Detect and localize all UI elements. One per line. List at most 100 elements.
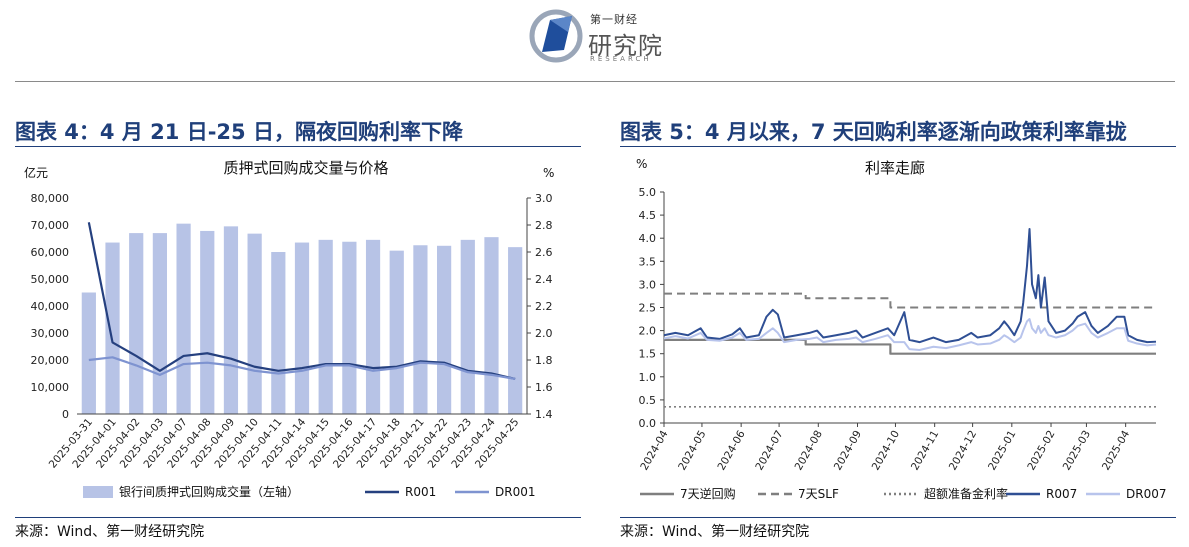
- y-tick-label: 2.0: [639, 325, 657, 338]
- panel-left-title: 图表 4：4 月 21 日-25 日，隔夜回购利率下降: [15, 120, 463, 144]
- y-tick-label: 5.0: [639, 186, 657, 199]
- chart-left-lines: [87, 222, 516, 380]
- y-left-tick-label: 70,000: [31, 219, 70, 232]
- series-line-reverse-repo-7d: [664, 338, 1156, 355]
- volume-bar: [223, 226, 239, 414]
- research-logo-icon: [529, 9, 583, 63]
- volume-bar: [105, 242, 120, 414]
- legend-label-dr007: DR007: [1126, 487, 1166, 501]
- x-tick-label: 2024-10: [870, 429, 902, 473]
- volume-bar: [294, 242, 310, 414]
- volume-bar: [508, 247, 523, 414]
- volume-bar: [247, 233, 262, 414]
- y-left-tick-label: 60,000: [31, 246, 70, 259]
- y-right-tick-label: 2.6: [535, 246, 553, 259]
- volume-bar: [342, 241, 357, 414]
- panel-right-source: 来源：Wind、第一财经研究院: [620, 524, 810, 540]
- legend-label-dr001: DR001: [495, 485, 535, 499]
- logo-text-en: RESEARCH: [590, 55, 652, 63]
- volume-bar: [365, 239, 381, 414]
- legend-label-r007: R007: [1046, 487, 1077, 501]
- series-line-dr007: [663, 318, 1157, 352]
- y-left-tick-label: 80,000: [31, 192, 70, 205]
- y-right-tick-label: 1.8: [535, 354, 553, 367]
- y-left-tick-label: 20,000: [31, 354, 70, 367]
- panel-left-source: 来源：Wind、第一财经研究院: [15, 524, 205, 540]
- volume-bar: [176, 223, 191, 414]
- series-line-slf-7d: [664, 292, 1156, 309]
- legend-label-reverse-repo-7d: 7天逆回购: [680, 486, 736, 501]
- chart-left-title: 质押式回购成交量与价格: [223, 159, 388, 177]
- y-tick-label: 3.5: [639, 255, 657, 268]
- x-tick-label: 2024-07: [753, 429, 785, 473]
- y-right-tick-label: 2.4: [535, 273, 553, 286]
- chart-right-y-unit: %: [636, 157, 647, 171]
- volume-bar: [460, 239, 475, 414]
- chart-right-legend: 7天逆回购 7天SLF 超额准备金利率 R007 DR007: [640, 486, 1166, 501]
- series-line-dr001: [88, 356, 516, 380]
- y-tick-label: 2.5: [639, 302, 657, 315]
- y-tick-label: 0.5: [639, 394, 657, 407]
- x-tick-label: 2024-11: [909, 429, 941, 473]
- logo-text-big: 研究院: [588, 32, 663, 60]
- x-tick-label: 2025-01: [986, 429, 1018, 473]
- chart-left-legend: 银行间质押式回购成交量（左轴） R001 DR001: [83, 484, 535, 499]
- x-tick-label: 2024-12: [947, 429, 979, 473]
- y-tick-label: 4.0: [639, 232, 657, 245]
- volume-bar: [484, 237, 499, 414]
- y-right-tick-label: 2.0: [535, 327, 553, 340]
- volume-bar: [413, 245, 428, 414]
- y-tick-label: 1.5: [639, 348, 657, 361]
- x-tick-label: 2024-05: [676, 429, 708, 473]
- volume-bar: [318, 239, 333, 414]
- y-left-tick-label: 30,000: [31, 327, 70, 340]
- volume-bar: [81, 292, 96, 414]
- legend-label-r001: R001: [405, 485, 436, 499]
- y-right-tick-label: 2.8: [535, 219, 553, 232]
- y-right-tick-label: 3.0: [535, 192, 553, 205]
- volume-bar: [200, 230, 215, 414]
- volume-bar: [152, 233, 167, 414]
- chart-left-axes: 0 10,000 20,000 30,000 40,000 50,000 60,000 70,…: [31, 192, 553, 471]
- x-tick-label: 2025-04: [1100, 428, 1132, 472]
- volume-bar: [389, 250, 404, 414]
- y-tick-label: 4.5: [639, 209, 657, 222]
- panel-right-title-rule: [620, 146, 1176, 147]
- x-tick-label: 2024-09: [832, 429, 864, 473]
- y-right-tick-label: 2.2: [535, 300, 553, 313]
- y-tick-label: 1.0: [639, 371, 657, 384]
- y-tick-label: 3.0: [639, 278, 657, 291]
- header-divider: [15, 81, 1175, 82]
- volume-bar: [271, 252, 286, 414]
- legend-label-slf-7d: 7天SLF: [798, 487, 839, 501]
- volume-bar: [129, 233, 144, 414]
- y-right-tick-label: 1.6: [535, 381, 553, 394]
- y-left-tick-label: 50,000: [31, 273, 70, 286]
- y-tick-label: 0.0: [639, 417, 657, 430]
- series-line-r001: [87, 222, 516, 380]
- y-left-tick-label: 0: [62, 408, 69, 421]
- rate-corridor-chart: 利率走廊 % 0.0 0.5 1.0 1.5 2.0 2.5 3.0 3.5 4.0 4.5 5.0…: [636, 157, 1166, 501]
- chart-left-bars: [81, 223, 523, 414]
- volume-bar: [437, 245, 452, 414]
- y-right-tick-label: 1.4: [535, 408, 553, 421]
- y-left-tick-label: 40,000: [31, 300, 70, 313]
- chart-left-y-right-unit: %: [543, 166, 554, 180]
- panel-right-source-rule: [620, 517, 1176, 518]
- y-left-tick-label: 10,000: [31, 381, 70, 394]
- x-tick-label: 2024-08: [793, 429, 825, 473]
- x-tick-label: 2024-04: [638, 428, 670, 472]
- x-tick-label: 2024-06: [715, 428, 747, 472]
- series-line-r007: [663, 227, 1157, 344]
- panel-left-source-rule: [15, 517, 581, 518]
- x-tick-label: 2025-03: [1061, 429, 1093, 473]
- chart-right-title: 利率走廊: [865, 159, 925, 177]
- x-tick-label: 2025-02: [1025, 429, 1057, 473]
- chart-left-y-left-unit: 亿元: [24, 165, 48, 180]
- legend-label-excess-reserve-rate: 超额准备金利率: [924, 486, 1008, 501]
- legend-label-volume: 银行间质押式回购成交量（左轴）: [119, 484, 299, 499]
- panel-right-title: 图表 5：4 月以来，7 天回购利率逐渐向政策利率靠拢: [620, 120, 1127, 144]
- logo-text-small: 第一财经: [590, 13, 638, 26]
- chart-right-lines: [663, 227, 1157, 408]
- repo-volume-price-chart: 质押式回购成交量与价格 亿元 % 0 10,000 20,000 30,000 40,0…: [24, 159, 554, 499]
